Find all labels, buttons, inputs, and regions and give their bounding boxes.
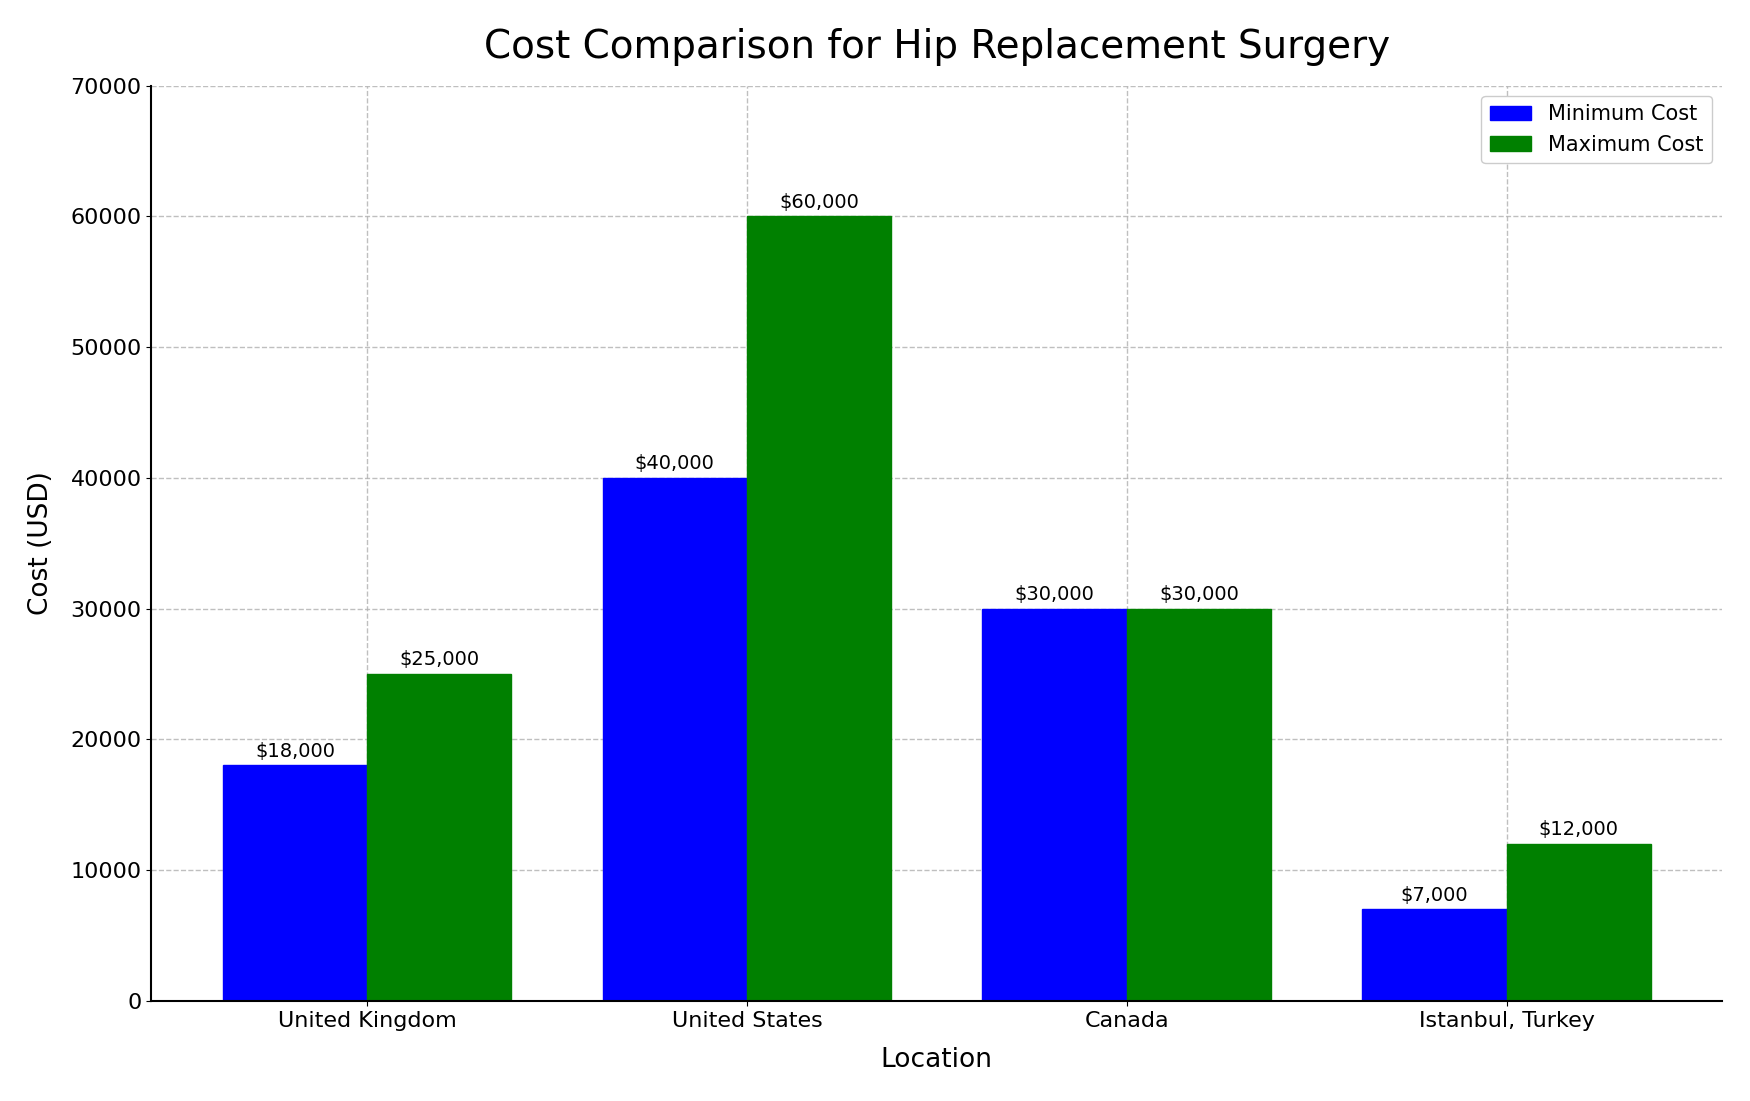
Text: $7,000: $7,000 bbox=[1400, 885, 1468, 905]
Bar bbox=[982, 609, 1127, 1001]
Bar bbox=[1362, 909, 1507, 1001]
Text: $18,000: $18,000 bbox=[255, 742, 334, 761]
Title: Cost Comparison for Hip Replacement Surgery: Cost Comparison for Hip Replacement Surg… bbox=[483, 28, 1390, 66]
Y-axis label: Cost (USD): Cost (USD) bbox=[28, 471, 54, 615]
X-axis label: Location: Location bbox=[880, 1047, 992, 1073]
Text: $60,000: $60,000 bbox=[779, 193, 859, 211]
Text: $12,000: $12,000 bbox=[1538, 820, 1619, 839]
Bar bbox=[1127, 609, 1270, 1001]
Legend: Minimum Cost, Maximum Cost: Minimum Cost, Maximum Cost bbox=[1482, 96, 1712, 163]
Text: $30,000: $30,000 bbox=[1158, 585, 1239, 604]
Bar bbox=[368, 674, 511, 1001]
Text: $25,000: $25,000 bbox=[399, 651, 480, 669]
Bar bbox=[222, 765, 368, 1001]
Bar bbox=[1507, 844, 1650, 1001]
Bar bbox=[747, 216, 891, 1001]
Text: $30,000: $30,000 bbox=[1015, 585, 1094, 604]
Text: $40,000: $40,000 bbox=[635, 455, 714, 473]
Bar bbox=[602, 478, 747, 1001]
